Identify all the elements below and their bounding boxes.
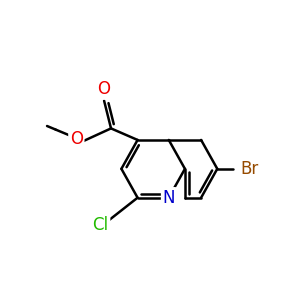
- Text: Cl: Cl: [93, 216, 109, 234]
- Text: O: O: [70, 130, 83, 148]
- Text: O: O: [98, 80, 111, 98]
- Text: N: N: [163, 189, 175, 207]
- Text: Br: Br: [241, 160, 259, 178]
